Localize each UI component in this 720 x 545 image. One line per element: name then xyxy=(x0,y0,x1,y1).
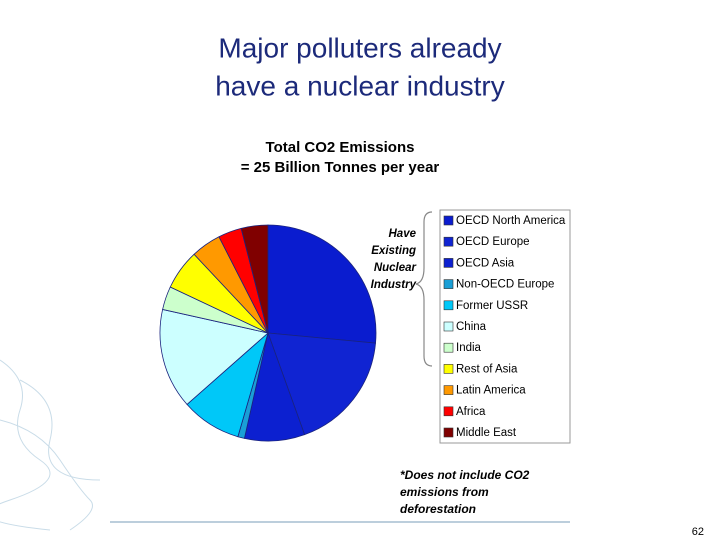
legend-swatch xyxy=(443,258,454,268)
legend-swatch xyxy=(443,364,454,374)
page-number: 62 xyxy=(692,526,704,538)
chart-subtitle: = 25 Billion Tonnes per year xyxy=(241,159,440,176)
legend-swatch xyxy=(443,427,454,438)
legend-swatch xyxy=(443,279,454,289)
legend-swatch xyxy=(443,300,454,311)
legend-swatch xyxy=(443,406,454,417)
annotation: Nuclear xyxy=(374,262,417,274)
legend-label: Former USSR xyxy=(456,300,528,312)
legend-swatch xyxy=(443,342,454,353)
legend-swatch xyxy=(443,385,454,395)
legend-label: China xyxy=(456,321,487,333)
annotation: Industry xyxy=(371,279,417,291)
footnote: *Does not include CO2 xyxy=(400,468,530,482)
annotation: Existing xyxy=(371,245,416,257)
pie-slice xyxy=(159,308,269,405)
legend-label: OECD Europe xyxy=(456,236,530,248)
legend-label: OECD Asia xyxy=(456,257,515,269)
legend-label: Latin America xyxy=(456,385,526,397)
legend-swatch xyxy=(443,215,454,226)
legend-label: Middle East xyxy=(456,427,517,439)
legend-box xyxy=(439,209,571,444)
legend-label: India xyxy=(456,342,482,354)
legend-label: Africa xyxy=(456,406,486,418)
legend-label: OECD North America xyxy=(456,215,566,227)
legend-swatch xyxy=(443,321,454,332)
chart-title: Total CO2 Emissions xyxy=(266,139,415,156)
annotation: Have xyxy=(389,228,417,240)
legend-swatch xyxy=(443,236,454,247)
pie-slice xyxy=(240,224,269,334)
slide-title: have a nuclear industry xyxy=(215,70,505,101)
pie-slice xyxy=(267,332,376,436)
legend-label: Rest of Asia xyxy=(456,363,518,375)
slide-title: Major polluters already xyxy=(218,32,501,63)
footnote: emissions from xyxy=(400,485,489,499)
brace xyxy=(415,211,433,367)
decoration xyxy=(0,359,101,531)
pie-slice xyxy=(267,224,377,344)
footnote: deforestation xyxy=(400,502,476,516)
legend-label: Non-OECD Europe xyxy=(456,279,554,291)
